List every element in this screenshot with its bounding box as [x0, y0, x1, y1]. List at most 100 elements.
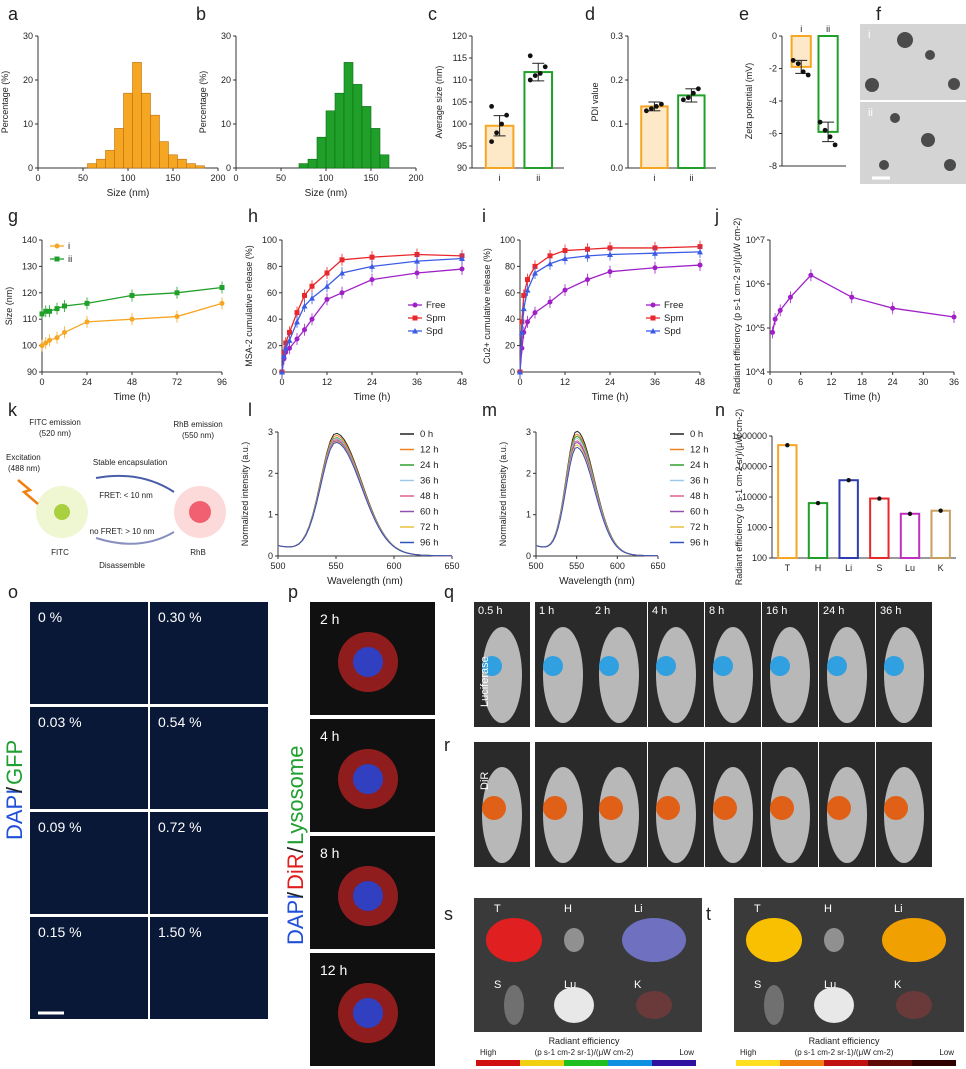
category-label: ii [689, 173, 693, 183]
chart-h: 0 12 24 36 48 0 20 40 60 80 100 Time (h) MSA-2 cumul… [244, 235, 467, 403]
histogram-bar [141, 92, 151, 169]
data-point [39, 343, 45, 349]
scale-low: Low [679, 1048, 694, 1057]
legend-label: Free [426, 300, 446, 311]
panel-label-g: g [8, 206, 19, 226]
bar [777, 444, 798, 559]
data-point [369, 263, 375, 269]
organ-label: K [894, 979, 902, 991]
data-point [537, 71, 543, 76]
legend-label: Spd [664, 326, 681, 337]
legend-label: i [68, 241, 70, 252]
histogram-bar [334, 92, 345, 169]
panel-label-l: l [248, 400, 252, 420]
organ-label: K [634, 979, 642, 991]
y-tick-label: 10 [221, 119, 231, 129]
x-tick-label: 72 [172, 377, 182, 387]
schematic-text: Stable encapsulation [93, 458, 167, 467]
x-tick-label: 12 [322, 377, 332, 387]
luciferase-signal [884, 656, 904, 676]
organ-label: T [754, 903, 761, 915]
data-point [607, 269, 613, 275]
time-label: 8 h [320, 845, 339, 861]
lung [554, 987, 594, 1023]
fluorescence-grid: 0 % 0.30 % 0.03 % 0.54 % 0.09 % 0.72 % 0.15 % 1… [2, 602, 435, 1066]
y-tick-label: 115 [453, 53, 467, 63]
y-tick-label: 110 [453, 75, 467, 85]
legend-marker [412, 302, 418, 308]
stain-label: / [283, 891, 308, 898]
bar [677, 94, 706, 169]
spleen [764, 985, 784, 1025]
data-point [280, 353, 287, 359]
y-tick-label: 0 [526, 551, 531, 561]
organ-label: T [494, 903, 501, 915]
colorbar-segment [912, 1060, 956, 1066]
data-point [519, 319, 525, 325]
data-point [787, 294, 793, 300]
y-axis-label: Percentage (%) [198, 71, 208, 134]
dose-label: 0.09 % [38, 819, 82, 835]
nucleus [353, 764, 383, 794]
histogram-bar [168, 154, 178, 169]
y-tick-label: 10 [23, 119, 33, 129]
data-point [659, 101, 664, 107]
x-axis-label: Time (h) [354, 392, 391, 403]
y-tick-label: 0 [272, 367, 277, 377]
x-tick-label: 550 [328, 561, 343, 571]
y-tick-label: 10^5 [746, 323, 765, 333]
category-label: H [815, 563, 822, 573]
mouse-body [656, 627, 696, 723]
y-tick-label: 2 [526, 468, 531, 478]
data-point [877, 496, 882, 501]
legend-label: 24 h [420, 460, 439, 471]
y-tick-label: 20 [505, 341, 515, 351]
mouse-body [884, 627, 924, 723]
x-axis-label: Wavelength (nm) [327, 576, 403, 587]
stain-label: / [2, 786, 27, 793]
organ-label: H [564, 903, 572, 915]
y-tick-label: 0 [772, 31, 777, 41]
mouse-body [770, 627, 810, 723]
panel-label-n: n [715, 400, 726, 420]
data-point [287, 345, 292, 351]
organ-label: S [494, 979, 501, 991]
x-tick-label: 48 [457, 377, 467, 387]
data-point [532, 310, 538, 316]
micrograph [150, 917, 268, 1019]
data-point [525, 319, 530, 325]
y-tick-label: 110 [23, 314, 37, 324]
x-tick-label: 200 [210, 173, 225, 183]
category-label: i [653, 173, 655, 183]
data-point [369, 254, 375, 260]
colorbar-segment [520, 1060, 564, 1066]
nanoparticle [921, 133, 935, 147]
y-tick-label: 30 [221, 31, 231, 41]
schematic-text: no FRET: > 10 nm [90, 527, 155, 536]
y-tick-label: 100 [752, 553, 767, 563]
mouse-body [713, 627, 753, 723]
data-point [649, 106, 654, 111]
rhb-core [189, 501, 211, 523]
x-tick-label: 600 [610, 561, 625, 571]
category-label: i [499, 173, 501, 183]
nanoparticle [948, 78, 960, 90]
y-axis-label: Normalized intensity (a.u.) [240, 442, 250, 547]
x-tick-label: 6 [798, 377, 803, 387]
tem-label: i [868, 29, 870, 41]
data-point [585, 277, 590, 283]
scale-high: High [740, 1048, 756, 1057]
data-point [795, 61, 801, 67]
micrograph [150, 707, 268, 809]
data-point [54, 335, 60, 341]
x-tick-label: 200 [408, 173, 423, 183]
data-point [524, 287, 531, 293]
fret-schematic: FITC emission (520 nm) RhB emission (550 nm… [6, 418, 226, 570]
data-point [286, 337, 293, 343]
data-point [652, 250, 658, 256]
tem-images: iii [860, 24, 966, 184]
x-tick-label: 0 [279, 377, 284, 387]
